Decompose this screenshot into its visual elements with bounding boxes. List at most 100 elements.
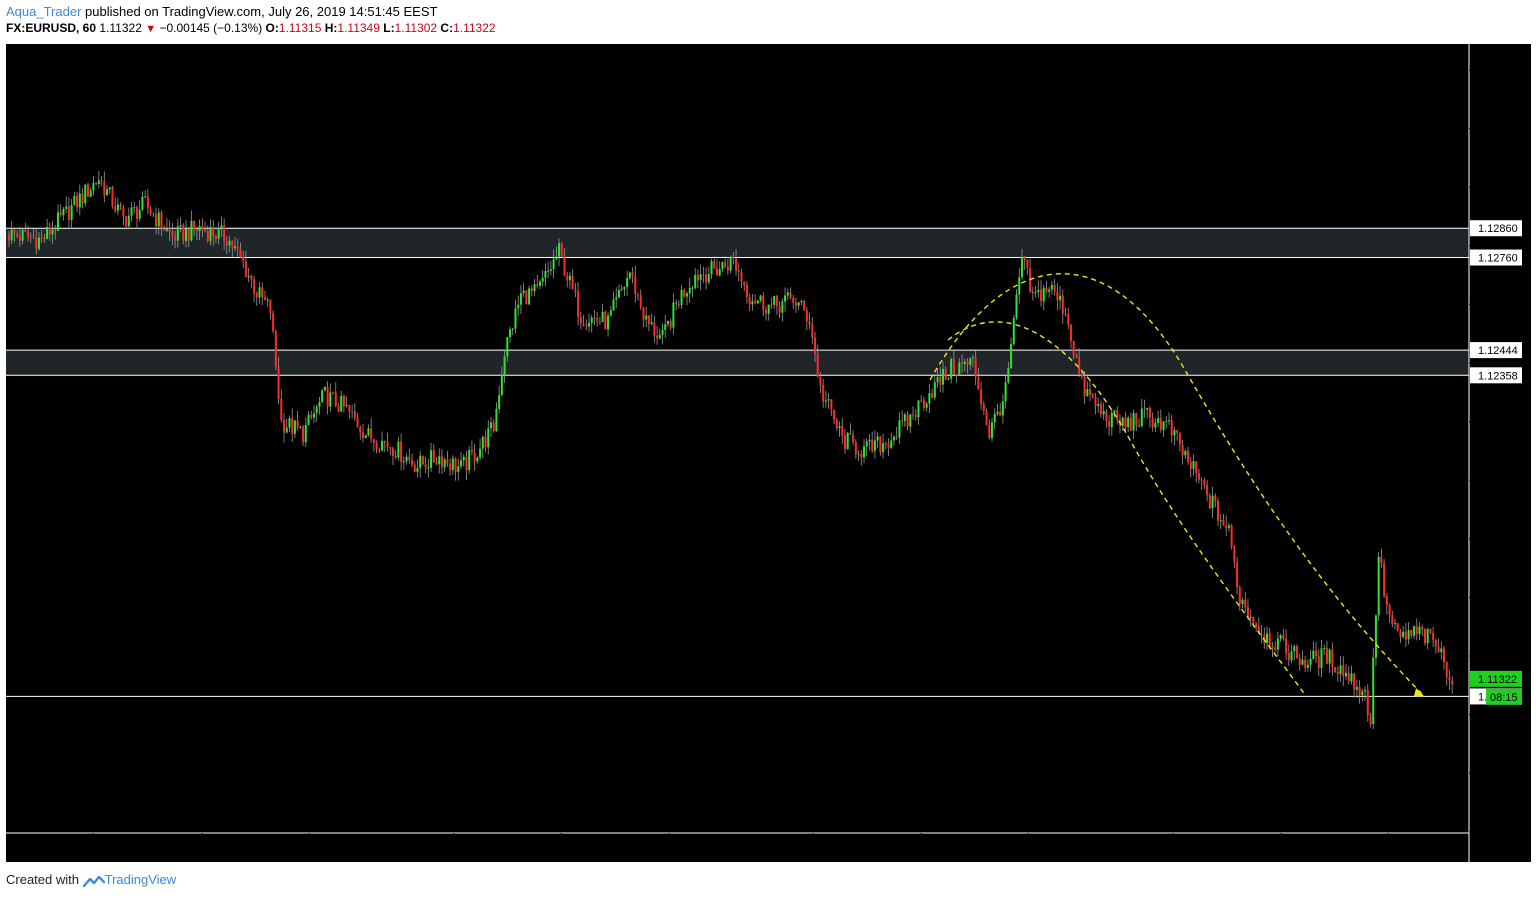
candle-body — [1083, 376, 1086, 396]
candle — [1320, 639, 1323, 678]
candle — [40, 229, 43, 244]
candle-body — [1001, 401, 1004, 416]
candle-body — [912, 414, 915, 416]
candle-body — [326, 386, 329, 407]
candle-body — [353, 411, 356, 418]
candle — [1225, 515, 1228, 537]
candle-body — [598, 321, 601, 323]
candle — [272, 310, 275, 334]
candle — [702, 266, 705, 284]
candle-body — [78, 193, 81, 208]
candle-body — [29, 237, 32, 239]
candle — [574, 282, 577, 298]
candle-body — [8, 234, 10, 241]
candle — [579, 312, 582, 330]
candle — [892, 434, 895, 446]
candle — [1020, 249, 1023, 281]
candle — [541, 270, 544, 287]
time-axis[interactable]: 3 12:00 8 10 12:00 15 17 12:00 22 24 12:00 29 — [90, 833, 1395, 856]
candle — [675, 299, 678, 311]
candle — [596, 312, 599, 327]
candle-body — [258, 287, 261, 298]
candle — [1423, 628, 1426, 646]
candle-body — [854, 442, 857, 455]
candle-body — [1086, 388, 1089, 396]
candle — [756, 300, 759, 305]
candle-body — [1399, 631, 1402, 637]
candle — [914, 408, 917, 422]
candle-body — [740, 271, 743, 282]
candle-body — [735, 258, 738, 271]
candle — [70, 198, 73, 229]
candle-body — [1233, 546, 1236, 563]
candle — [1418, 621, 1421, 641]
candle-body — [800, 301, 803, 303]
candle-body — [1407, 629, 1410, 640]
candle — [1129, 412, 1132, 431]
candle-body — [713, 260, 716, 269]
candle-body — [1181, 444, 1184, 456]
candle — [1451, 675, 1454, 694]
candle-body — [48, 226, 51, 235]
candle — [710, 258, 713, 279]
candle-body — [97, 180, 100, 185]
x-tick-label: 24 — [1166, 842, 1180, 856]
candle — [8, 230, 10, 248]
candle — [1358, 680, 1361, 704]
candle-body — [342, 396, 345, 407]
candle — [160, 210, 163, 236]
candle-body — [1214, 495, 1217, 501]
candle-body — [397, 441, 400, 458]
candle — [833, 409, 836, 424]
candle-body — [1140, 408, 1143, 427]
candle — [111, 185, 114, 209]
candle — [1187, 446, 1190, 465]
candle-body — [182, 225, 185, 241]
candle-body — [751, 301, 754, 305]
candle — [283, 412, 286, 443]
candle — [386, 432, 389, 452]
candle-body — [784, 295, 787, 302]
candle — [985, 408, 988, 426]
candle-body — [1056, 291, 1059, 301]
candle — [1018, 268, 1021, 304]
candle-body — [639, 295, 642, 308]
candle-body — [1388, 605, 1391, 615]
price-chart[interactable]: 1.134001.132001.130001.128001.126001.124… — [0, 40, 1536, 865]
candle — [974, 350, 977, 386]
tradingview-brand-link[interactable]: TradingView — [104, 872, 177, 887]
candle-body — [852, 434, 855, 443]
candle — [814, 331, 817, 363]
candle-body — [971, 357, 974, 359]
candle — [1078, 348, 1081, 377]
candle-body — [1361, 691, 1364, 696]
candle-body — [381, 440, 384, 451]
candle — [1184, 449, 1187, 459]
author-link[interactable]: Aqua_Trader — [6, 4, 82, 19]
candle-body — [106, 189, 109, 196]
candle-body — [917, 400, 920, 418]
candle-body — [293, 420, 296, 434]
candle — [106, 184, 109, 196]
candle-body — [1061, 295, 1064, 314]
candle — [626, 270, 629, 296]
candle-body — [1451, 680, 1454, 685]
candle — [1323, 644, 1326, 655]
candle-body — [669, 321, 672, 328]
candle — [1148, 406, 1151, 428]
candle — [1162, 421, 1165, 437]
symbol-label: FX:EURUSD, 60 — [6, 21, 97, 35]
candle — [209, 219, 212, 246]
price-axis[interactable]: 1.134001.132001.130001.128001.126001.124… — [1469, 65, 1522, 839]
candle — [1295, 644, 1298, 660]
created-with-label: Created with — [6, 872, 79, 887]
candle — [476, 456, 479, 464]
candle — [391, 446, 394, 466]
candle — [239, 242, 242, 258]
candle — [345, 396, 348, 408]
candle — [969, 356, 972, 371]
candle — [1154, 418, 1157, 432]
candle-body — [1219, 520, 1222, 522]
x-tick-label: 15 — [662, 842, 676, 856]
candle — [1089, 379, 1092, 402]
